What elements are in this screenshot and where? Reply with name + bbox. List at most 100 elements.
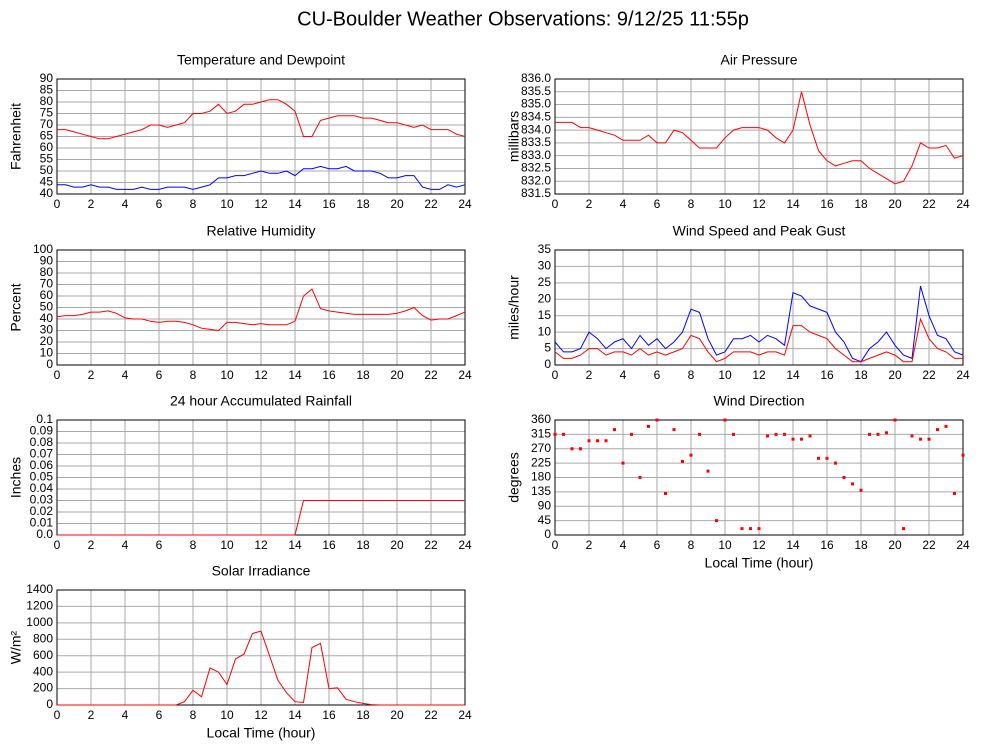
data-point	[596, 439, 599, 443]
data-point	[774, 432, 778, 436]
data-line	[57, 630, 465, 706]
plot-frame	[554, 419, 964, 536]
data-point	[664, 491, 667, 495]
y-tick-label: 800	[33, 631, 53, 645]
chart-title: Relative Humidity	[207, 223, 316, 239]
data-point	[749, 527, 752, 531]
y-tick-label: 180	[531, 470, 551, 484]
x-tick-label: 20	[888, 197, 902, 211]
y-tick-label: 833.0	[521, 148, 551, 162]
y-tick-label: 0.08	[30, 435, 54, 449]
y-tick-label: 85	[40, 83, 54, 97]
x-tick-label: 20	[390, 197, 404, 211]
data-point	[834, 461, 837, 465]
x-tick-label: 4	[122, 538, 129, 552]
data-point	[851, 482, 854, 486]
x-tick-label: 8	[190, 197, 197, 211]
x-tick-label: 6	[654, 197, 661, 211]
y-tick-label: 60	[40, 140, 54, 154]
data-point	[689, 453, 693, 457]
x-tick-label: 8	[190, 368, 197, 382]
x-tick-label: 22	[922, 197, 936, 211]
y-tick-label: 834.0	[521, 122, 551, 136]
y-tick-label: 0.07	[30, 447, 54, 461]
x-tick-label: 14	[288, 368, 302, 382]
x-tick-label: 18	[356, 197, 370, 211]
y-tick-label: 10	[538, 324, 552, 338]
chart-title: Wind Direction	[713, 393, 804, 409]
data-point	[706, 469, 710, 473]
data-line	[57, 500, 465, 536]
y-tick-label: 5	[544, 341, 551, 355]
x-tick-label: 0	[552, 538, 559, 552]
y-tick-label: 80	[40, 94, 54, 108]
data-point	[868, 432, 871, 436]
x-tick-label: 10	[718, 538, 732, 552]
x-tick-label: 14	[786, 197, 800, 211]
y-tick-label: 836.0	[521, 71, 551, 85]
x-tick-label: 0	[54, 197, 61, 211]
y-tick-label: 315	[531, 427, 551, 441]
data-point	[919, 437, 922, 441]
chart-title: Wind Speed and Peak Gust	[673, 223, 846, 239]
data-point	[604, 439, 608, 443]
y-tick-label: 90	[40, 71, 54, 85]
plot-frame	[554, 249, 964, 366]
x-tick-label: 24	[956, 197, 970, 211]
x-tick-label: 8	[688, 368, 695, 382]
data-point	[885, 431, 888, 435]
y-tick-label: 20	[538, 291, 552, 305]
data-point	[893, 418, 897, 422]
x-tick-label: 6	[156, 538, 163, 552]
y-tick-label: 10	[40, 346, 54, 360]
y-tick-label: 45	[40, 175, 54, 189]
y-tick-label: 0.09	[30, 424, 54, 438]
data-point	[791, 437, 795, 441]
y-tick-label: 30	[40, 323, 54, 337]
x-tick-label: 14	[786, 538, 800, 552]
y-tick-label: 835.5	[521, 84, 551, 98]
x-tick-label: 10	[220, 538, 234, 552]
y-tick-label: 55	[40, 152, 54, 166]
y-tick-label: 100	[33, 242, 53, 256]
data-point	[698, 432, 701, 436]
x-tick-label: 12	[254, 538, 268, 552]
y-axis-label: miles/hour	[506, 275, 522, 340]
x-tick-label: 10	[718, 197, 732, 211]
y-tick-label: 40	[40, 186, 54, 200]
data-point	[817, 456, 820, 460]
x-tick-label: 20	[390, 538, 404, 552]
y-tick-label: 65	[40, 129, 54, 143]
y-tick-label: 0	[46, 697, 53, 711]
y-axis-label: Percent	[8, 283, 24, 331]
x-tick-label: 20	[888, 538, 902, 552]
x-tick-label: 4	[122, 197, 129, 211]
data-point	[655, 418, 659, 422]
x-tick-label: 18	[854, 368, 868, 382]
x-tick-label: 14	[288, 538, 302, 552]
y-tick-label: 60	[40, 288, 54, 302]
plot-frame	[554, 78, 964, 195]
data-point	[740, 527, 744, 531]
x-tick-label: 20	[390, 368, 404, 382]
x-tick-label: 0	[54, 538, 61, 552]
x-tick-label: 6	[156, 708, 163, 722]
data-line	[57, 165, 466, 190]
x-tick-label: 2	[88, 197, 95, 211]
x-tick-label: 2	[586, 197, 593, 211]
x-tick-label: 24	[458, 197, 472, 211]
y-tick-label: 225	[531, 455, 551, 469]
y-tick-label: 270	[531, 441, 551, 455]
y-tick-label: 831.5	[521, 186, 551, 200]
x-axis-label: Local Time (hour)	[207, 725, 316, 741]
data-point	[723, 418, 727, 422]
data-point	[621, 461, 625, 465]
y-tick-label: 90	[40, 254, 54, 268]
data-point	[936, 428, 939, 432]
y-tick-label: 30	[538, 259, 552, 273]
y-tick-label: 200	[33, 681, 53, 695]
data-point	[825, 456, 829, 460]
y-tick-label: 70	[40, 277, 54, 291]
x-tick-label: 2	[586, 538, 593, 552]
